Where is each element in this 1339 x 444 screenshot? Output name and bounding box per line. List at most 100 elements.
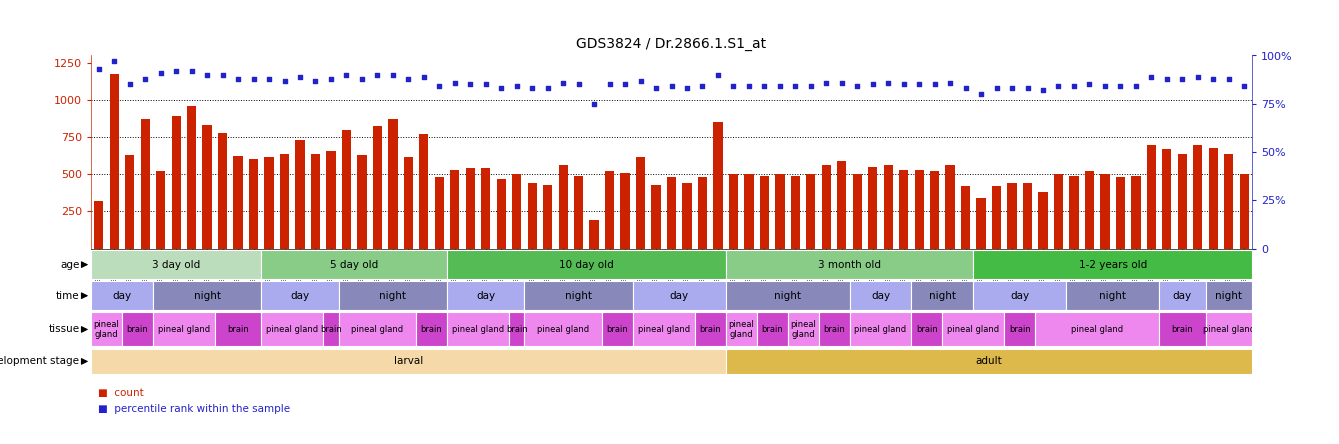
Text: brain: brain xyxy=(916,325,937,334)
Point xyxy=(615,81,636,88)
Text: brain: brain xyxy=(823,325,845,334)
Text: day: day xyxy=(477,291,495,301)
Bar xyxy=(651,185,660,249)
Bar xyxy=(818,313,849,346)
Bar xyxy=(511,174,521,249)
Text: pineal gland: pineal gland xyxy=(453,325,503,334)
Bar xyxy=(153,313,214,346)
Bar xyxy=(544,185,552,249)
Text: brain: brain xyxy=(127,325,149,334)
Text: pineal gland: pineal gland xyxy=(637,325,690,334)
Bar xyxy=(447,281,525,310)
Bar xyxy=(1205,313,1252,346)
Bar xyxy=(187,106,197,249)
Bar xyxy=(636,157,645,249)
Point xyxy=(1188,73,1209,80)
Bar xyxy=(1023,183,1032,249)
Point xyxy=(1125,83,1146,90)
Bar xyxy=(419,134,428,249)
Bar xyxy=(915,170,924,249)
Bar xyxy=(466,168,475,249)
Bar xyxy=(633,281,726,310)
Point xyxy=(88,65,110,72)
Bar xyxy=(91,250,261,279)
Point xyxy=(1002,85,1023,92)
Bar xyxy=(153,281,261,310)
Text: adult: adult xyxy=(975,357,1002,366)
Point xyxy=(228,75,249,82)
Bar xyxy=(620,173,629,249)
Text: brain: brain xyxy=(320,325,341,334)
Text: ■  percentile rank within the sample: ■ percentile rank within the sample xyxy=(98,404,289,414)
Bar xyxy=(1146,145,1156,249)
Bar xyxy=(973,281,1066,310)
Point xyxy=(629,77,651,84)
Point xyxy=(661,83,683,90)
Point xyxy=(832,79,853,86)
Bar xyxy=(1115,177,1125,249)
Point xyxy=(351,75,372,82)
Bar xyxy=(110,74,119,249)
Bar xyxy=(171,116,181,249)
Point xyxy=(940,79,961,86)
Bar xyxy=(249,159,258,249)
Point xyxy=(367,71,388,79)
Bar xyxy=(525,313,601,346)
Point xyxy=(1172,75,1193,82)
Point xyxy=(584,100,605,107)
Point xyxy=(1048,83,1070,90)
Point xyxy=(893,81,915,88)
Point xyxy=(181,67,202,75)
Bar xyxy=(961,186,971,249)
Bar xyxy=(122,313,153,346)
Point xyxy=(428,83,450,90)
Text: pineal gland: pineal gland xyxy=(351,325,403,334)
Bar xyxy=(558,166,568,249)
Text: 1-2 years old: 1-2 years old xyxy=(1078,260,1146,270)
Text: pineal gland: pineal gland xyxy=(266,325,319,334)
Bar xyxy=(574,176,584,249)
Bar xyxy=(1160,313,1205,346)
Bar xyxy=(633,313,695,346)
Bar xyxy=(849,281,912,310)
Bar xyxy=(435,177,445,249)
Point xyxy=(846,83,868,90)
Bar xyxy=(450,170,459,249)
Point xyxy=(599,81,620,88)
Bar xyxy=(1209,147,1218,249)
Text: brain: brain xyxy=(228,325,249,334)
Bar xyxy=(261,250,447,279)
Bar xyxy=(898,170,908,249)
Point xyxy=(1202,75,1224,82)
Bar xyxy=(976,198,986,249)
Point xyxy=(723,83,744,90)
Text: pineal
gland: pineal gland xyxy=(728,320,754,339)
Bar xyxy=(94,201,103,249)
Bar xyxy=(447,250,726,279)
Bar xyxy=(528,183,537,249)
Bar xyxy=(943,313,1004,346)
Bar xyxy=(1205,281,1252,310)
Bar xyxy=(323,313,339,346)
Point xyxy=(676,85,698,92)
Bar xyxy=(1224,154,1233,249)
Bar xyxy=(261,313,323,346)
Bar xyxy=(589,220,599,249)
Bar xyxy=(1007,183,1016,249)
Text: age: age xyxy=(60,260,79,270)
Bar xyxy=(912,281,973,310)
Bar xyxy=(1035,313,1160,346)
Bar xyxy=(726,313,757,346)
Point xyxy=(242,75,264,82)
Bar xyxy=(339,313,416,346)
Bar xyxy=(1038,192,1047,249)
Point xyxy=(1233,83,1255,90)
Point xyxy=(166,67,187,75)
Text: time: time xyxy=(56,291,79,301)
Bar xyxy=(261,281,339,310)
Text: night: night xyxy=(379,291,407,301)
Bar xyxy=(481,168,490,249)
Text: GDS3824 / Dr.2866.1.S1_at: GDS3824 / Dr.2866.1.S1_at xyxy=(577,37,766,51)
Bar xyxy=(759,176,769,249)
Point xyxy=(336,71,358,79)
